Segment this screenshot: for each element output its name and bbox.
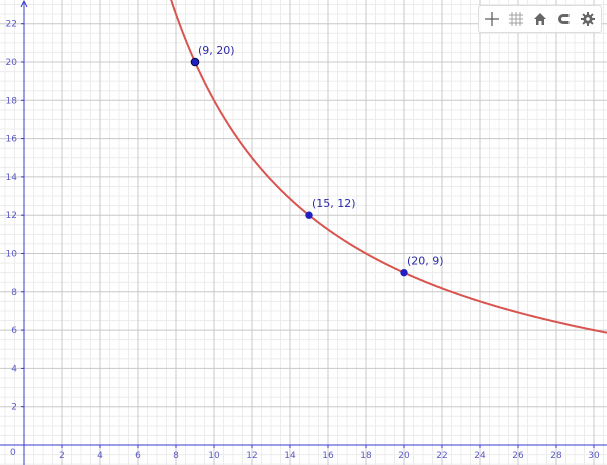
point-label: (15, 12) — [312, 197, 356, 210]
x-tick-label: 16 — [322, 451, 334, 461]
home-icon — [534, 13, 546, 25]
origin-label: 0 — [10, 448, 16, 458]
grid-toggle-button[interactable] — [505, 8, 527, 30]
x-tick-label: 18 — [360, 451, 372, 461]
x-tick-label: 4 — [97, 451, 103, 461]
point-label: (9, 20) — [198, 44, 235, 57]
axes-icon — [485, 12, 499, 26]
y-tick-label: 8 — [11, 288, 17, 298]
y-axis-arrow — [20, 0, 28, 8]
x-tick-label: 26 — [512, 451, 524, 461]
x-tick-label: 30 — [588, 451, 600, 461]
point-label: (20, 9) — [407, 255, 444, 268]
magnet-icon — [558, 14, 570, 24]
y-tick-label: 10 — [6, 250, 18, 260]
y-tick-label: 2 — [11, 403, 17, 413]
x-tick-label: 14 — [284, 451, 296, 461]
graph-toolbar — [478, 5, 602, 33]
gear-icon — [581, 12, 595, 26]
magnet-button[interactable] — [553, 8, 575, 30]
y-tick-label: 22 — [6, 20, 17, 30]
home-button[interactable] — [529, 8, 551, 30]
x-tick-label: 10 — [208, 451, 220, 461]
x-tick-label: 22 — [436, 451, 447, 461]
x-tick-label: 2 — [59, 451, 65, 461]
x-tick-label: 6 — [135, 451, 141, 461]
y-tick-label: 6 — [11, 326, 17, 336]
y-tick-label: 20 — [6, 58, 18, 68]
x-tick-label: 28 — [550, 451, 562, 461]
axes-toggle-button[interactable] — [481, 8, 503, 30]
y-tick-label: 14 — [6, 173, 18, 183]
y-tick-label: 16 — [6, 135, 18, 145]
y-tick-label: 4 — [11, 364, 17, 374]
point-marker[interactable] — [190, 57, 200, 67]
settings-button[interactable] — [577, 8, 599, 30]
x-tick-label: 12 — [246, 451, 257, 461]
y-tick-label: 12 — [6, 211, 17, 221]
x-tick-label: 8 — [173, 451, 179, 461]
x-tick-label: 24 — [474, 451, 486, 461]
x-tick-label: 20 — [398, 451, 410, 461]
grid-icon — [509, 12, 523, 26]
y-tick-label: 18 — [6, 96, 18, 106]
point-marker[interactable] — [305, 211, 313, 219]
point-marker[interactable] — [400, 268, 408, 277]
function-curve[interactable] — [170, 0, 607, 334]
